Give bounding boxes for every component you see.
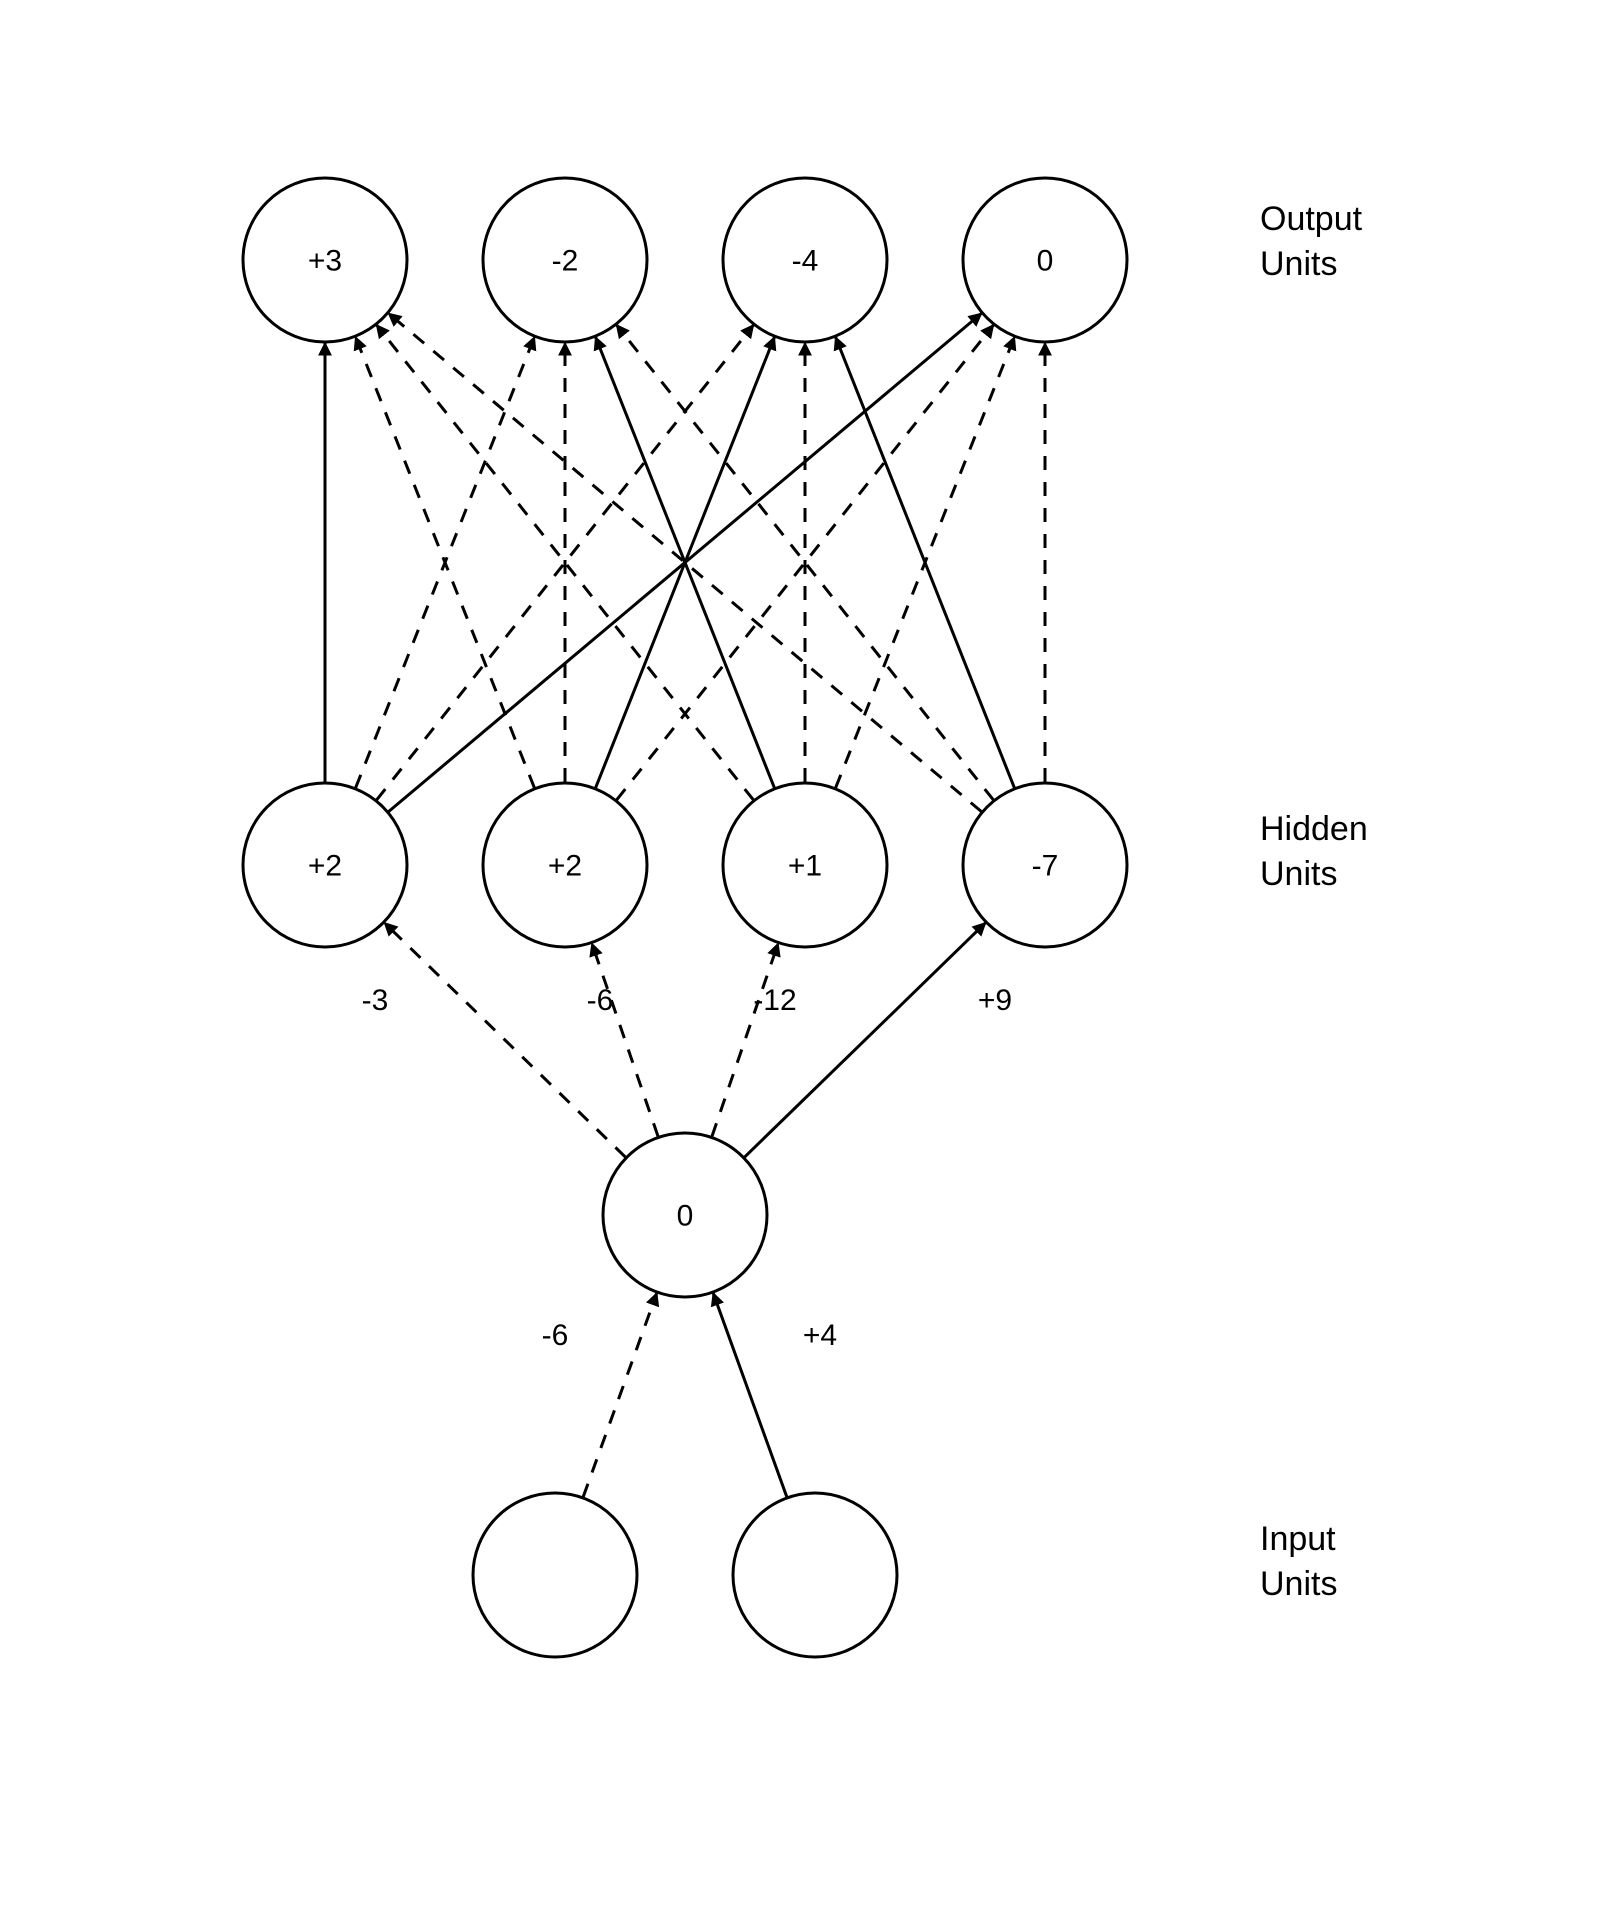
unit-node-label: -4 xyxy=(792,245,819,278)
unit-node-label: 0 xyxy=(1037,245,1054,278)
unit-node-label: +3 xyxy=(308,245,342,278)
unit-node-label: -7 xyxy=(1032,850,1059,883)
edge-weight-label: -3 xyxy=(362,984,389,1017)
edge-weight-label: +4 xyxy=(803,1319,837,1352)
edge-weight-label: -12 xyxy=(753,984,796,1017)
output-layer-label: Units xyxy=(1260,245,1337,283)
output-layer-label: Output xyxy=(1260,200,1363,238)
unit-node-label: +2 xyxy=(308,850,342,883)
unit-node-label: +2 xyxy=(548,850,582,883)
unit-node xyxy=(473,1493,637,1657)
edge-hidden-to-output xyxy=(356,337,535,788)
edge-weight-label: +9 xyxy=(978,984,1012,1017)
edge-input-to-mid xyxy=(713,1293,787,1497)
unit-node-label: +1 xyxy=(788,850,822,883)
unit-node xyxy=(733,1493,897,1657)
hidden-layer-label: Units xyxy=(1260,855,1337,893)
edge-hidden-to-output xyxy=(836,337,1015,788)
unit-node-label: -2 xyxy=(552,245,579,278)
edge-mid-to-hidden xyxy=(385,923,626,1157)
edge-mid-to-hidden xyxy=(745,923,986,1157)
unit-node-label: 0 xyxy=(677,1200,694,1233)
edge-mid-to-hidden xyxy=(592,944,658,1137)
hidden-layer-label: Hidden xyxy=(1260,810,1368,848)
edge-weight-label: -6 xyxy=(542,1319,569,1352)
input-layer-label: Units xyxy=(1260,1565,1337,1603)
neural-network-diagram: -3 -6 -12 +9 -6 +4 +3 -2 -4 0 +2 +2 +1 -7 0 Output Units… xyxy=(0,0,1600,1920)
edge-weight-label: -6 xyxy=(587,984,614,1017)
input-layer-label: Input xyxy=(1260,1520,1336,1558)
edge-mid-to-hidden xyxy=(712,944,778,1137)
edge-input-to-mid xyxy=(583,1293,657,1497)
